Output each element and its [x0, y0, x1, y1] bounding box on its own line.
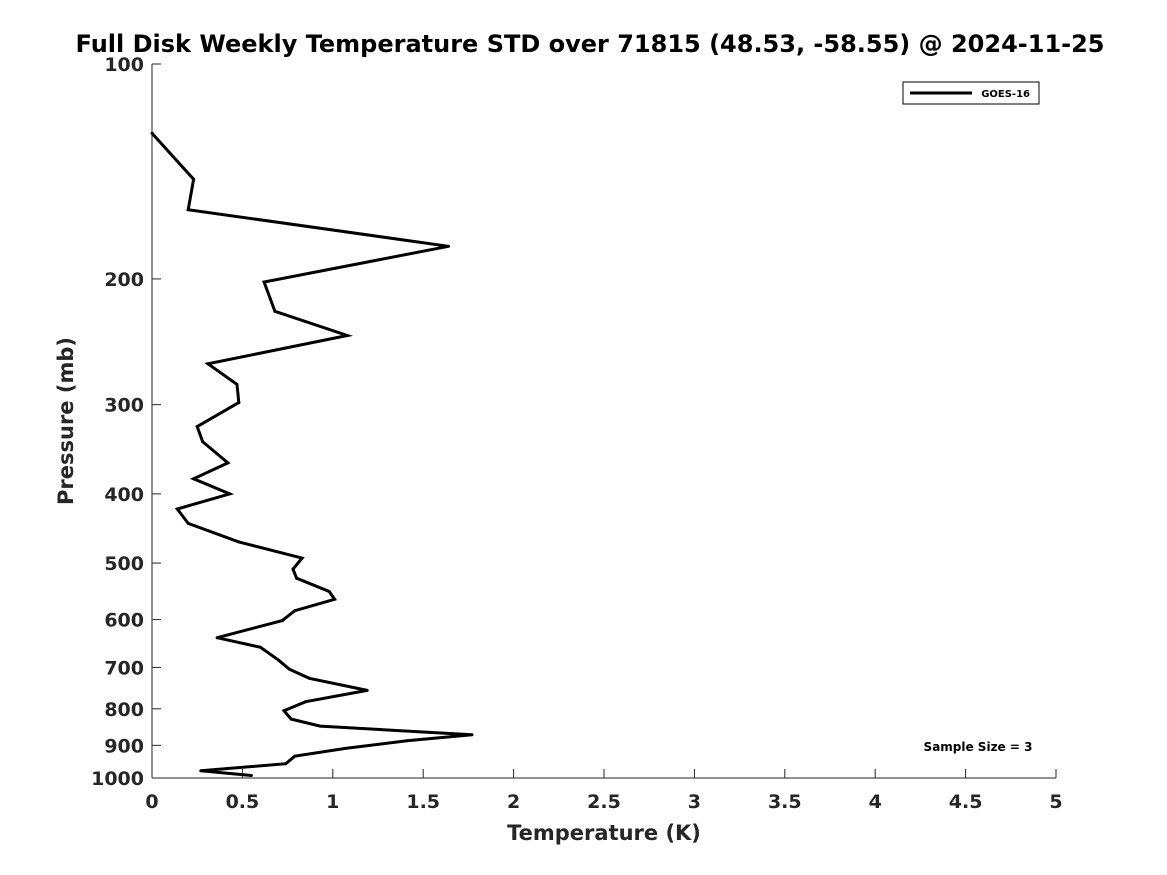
x-tick-label: 4	[869, 791, 882, 813]
data-point	[262, 280, 266, 284]
data-point	[186, 521, 190, 525]
data-point	[295, 576, 299, 580]
x-tick-label: 1.5	[406, 791, 440, 813]
data-point	[289, 717, 293, 721]
data-point	[470, 733, 474, 737]
data-point	[284, 762, 288, 766]
y-tick-label: 800	[104, 699, 144, 721]
y-tick-label: 400	[104, 484, 144, 506]
data-point	[365, 688, 369, 692]
legend-label: GOES-16	[981, 89, 1030, 100]
x-tick-label: 0	[145, 791, 158, 813]
x-axis-ticks: 0 0.5 1 1.5 2 2.5 3 3.5 4 4.5 5	[145, 769, 1063, 813]
plot-lines	[150, 131, 474, 777]
data-point	[345, 334, 349, 337]
data-point	[273, 309, 277, 313]
y-tick-label: 700	[104, 657, 144, 679]
series-line-0	[150, 132, 473, 777]
data-point	[195, 425, 199, 429]
data-point	[405, 739, 409, 743]
y-tick-label: 1000	[91, 768, 144, 790]
data-point	[307, 676, 311, 680]
x-axis-label: Temperature (K)	[507, 821, 701, 845]
data-point	[237, 540, 241, 544]
data-point	[344, 746, 347, 750]
y-tick-label: 200	[104, 269, 144, 291]
x-tick-label: 0.5	[226, 791, 260, 813]
data-point	[259, 645, 262, 649]
data-point	[293, 754, 297, 758]
data-point	[333, 597, 337, 601]
data-point	[280, 619, 284, 623]
x-tick-label: 2	[507, 791, 520, 813]
data-point	[175, 507, 179, 511]
y-axis-ticks: 100 200 300 400 500 600 700 800 900 1000	[91, 54, 161, 790]
x-tick-label: 1	[326, 791, 339, 813]
y-tick-label: 600	[104, 610, 144, 632]
data-point	[201, 440, 205, 444]
data-point	[192, 177, 196, 181]
y-tick-label: 300	[104, 395, 144, 417]
y-tick-label: 900	[104, 735, 144, 757]
sample-size-annotation: Sample Size = 3	[924, 740, 1033, 754]
data-point	[304, 700, 308, 704]
data-point	[291, 567, 295, 571]
x-tick-label: 5	[1049, 791, 1062, 813]
x-tick-label: 3	[688, 791, 701, 813]
data-point	[327, 590, 331, 593]
data-point	[215, 636, 219, 640]
data-point	[186, 208, 190, 212]
y-tick-label: 100	[104, 54, 144, 76]
data-point	[150, 131, 154, 135]
data-point	[199, 769, 203, 773]
data-point	[235, 382, 239, 386]
data-point	[282, 709, 286, 713]
data-point	[249, 774, 253, 777]
data-point	[226, 461, 230, 465]
data-point	[192, 477, 196, 481]
x-tick-label: 3.5	[768, 791, 802, 813]
data-point	[293, 609, 297, 613]
y-axis-label: Pressure (mb)	[54, 337, 78, 505]
data-point	[447, 244, 450, 248]
x-tick-label: 2.5	[587, 791, 621, 813]
legend: GOES-16	[902, 81, 1040, 105]
data-point	[300, 556, 304, 560]
axes	[151, 64, 1056, 779]
data-point	[318, 724, 322, 728]
data-point	[237, 401, 241, 405]
data-point	[206, 362, 210, 366]
x-tick-label: 4.5	[949, 791, 983, 813]
data-point	[277, 658, 281, 662]
data-point	[287, 667, 291, 671]
chart-title: Full Disk Weekly Temperature STD over 71…	[76, 30, 1105, 58]
data-point	[228, 492, 232, 496]
y-tick-label: 500	[104, 553, 144, 575]
